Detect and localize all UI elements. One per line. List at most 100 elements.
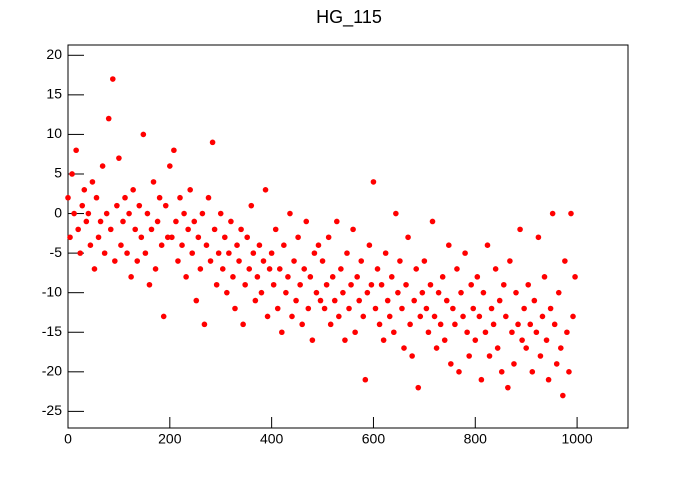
point bbox=[464, 329, 470, 336]
point bbox=[525, 281, 532, 288]
y-tick-label: 10 bbox=[46, 125, 62, 141]
point bbox=[529, 369, 536, 375]
point bbox=[311, 250, 318, 256]
point bbox=[226, 250, 232, 256]
point bbox=[509, 329, 515, 336]
point bbox=[252, 297, 259, 304]
point bbox=[338, 266, 344, 272]
point bbox=[340, 289, 346, 296]
point bbox=[417, 313, 424, 320]
point bbox=[431, 313, 438, 320]
point bbox=[95, 234, 102, 241]
point bbox=[301, 266, 308, 272]
point bbox=[244, 234, 250, 241]
point bbox=[248, 202, 255, 209]
point bbox=[435, 289, 442, 296]
point bbox=[474, 274, 481, 280]
point bbox=[496, 297, 503, 304]
point bbox=[230, 274, 236, 280]
point bbox=[187, 187, 193, 193]
point bbox=[476, 313, 483, 320]
point bbox=[136, 202, 143, 209]
point bbox=[511, 361, 517, 367]
x-tick-label: 200 bbox=[158, 431, 182, 447]
y-tick-label: 5 bbox=[54, 165, 62, 181]
point bbox=[364, 289, 371, 296]
point bbox=[490, 321, 497, 328]
point bbox=[87, 242, 94, 249]
x-tick-label: 800 bbox=[464, 431, 488, 447]
point bbox=[274, 305, 281, 312]
point bbox=[291, 258, 297, 264]
point bbox=[191, 218, 198, 225]
point bbox=[515, 321, 521, 328]
point bbox=[342, 337, 348, 343]
point bbox=[217, 210, 224, 217]
point bbox=[101, 250, 108, 256]
point bbox=[85, 210, 92, 217]
point bbox=[507, 258, 513, 264]
point bbox=[492, 266, 499, 272]
point bbox=[441, 337, 448, 343]
x-tick-label: 1000 bbox=[562, 431, 593, 447]
point bbox=[564, 329, 570, 336]
point bbox=[566, 369, 572, 375]
point bbox=[419, 289, 426, 296]
point bbox=[472, 337, 479, 343]
point bbox=[372, 305, 379, 312]
point bbox=[295, 234, 301, 241]
y-tick-label: -10 bbox=[42, 283, 62, 299]
point bbox=[452, 321, 458, 328]
point bbox=[130, 187, 136, 193]
point bbox=[413, 266, 420, 272]
point bbox=[189, 250, 196, 256]
point bbox=[397, 258, 403, 264]
y-tick-label: -15 bbox=[42, 323, 62, 339]
point bbox=[162, 202, 169, 209]
point bbox=[334, 218, 340, 225]
point bbox=[215, 250, 222, 256]
point bbox=[329, 274, 336, 280]
point bbox=[207, 258, 214, 264]
point bbox=[480, 289, 487, 296]
point bbox=[421, 258, 428, 264]
point bbox=[460, 313, 466, 320]
point bbox=[346, 305, 352, 312]
point bbox=[276, 266, 283, 272]
point bbox=[327, 321, 334, 328]
point bbox=[203, 242, 210, 249]
point bbox=[97, 218, 104, 225]
point bbox=[362, 376, 369, 383]
point bbox=[393, 210, 399, 217]
point bbox=[114, 202, 120, 209]
point bbox=[260, 258, 267, 264]
x-tick-label: 0 bbox=[64, 431, 72, 447]
point bbox=[105, 115, 112, 122]
point bbox=[350, 226, 356, 233]
point bbox=[234, 242, 240, 249]
point bbox=[456, 369, 462, 375]
point bbox=[167, 163, 173, 169]
point bbox=[319, 258, 326, 264]
point bbox=[336, 313, 342, 320]
point bbox=[560, 392, 566, 399]
point bbox=[303, 218, 310, 225]
point bbox=[572, 274, 578, 280]
point bbox=[553, 361, 560, 367]
point bbox=[144, 210, 151, 217]
point bbox=[562, 258, 568, 264]
point bbox=[450, 305, 456, 312]
point bbox=[201, 321, 208, 328]
point bbox=[71, 210, 77, 217]
point bbox=[183, 274, 189, 280]
point bbox=[466, 353, 472, 359]
point bbox=[154, 218, 161, 225]
point bbox=[425, 329, 432, 336]
point bbox=[558, 345, 564, 351]
point bbox=[433, 345, 440, 351]
point bbox=[250, 250, 257, 256]
point bbox=[112, 258, 118, 264]
point bbox=[366, 242, 373, 249]
point bbox=[285, 274, 291, 280]
point bbox=[568, 210, 574, 217]
